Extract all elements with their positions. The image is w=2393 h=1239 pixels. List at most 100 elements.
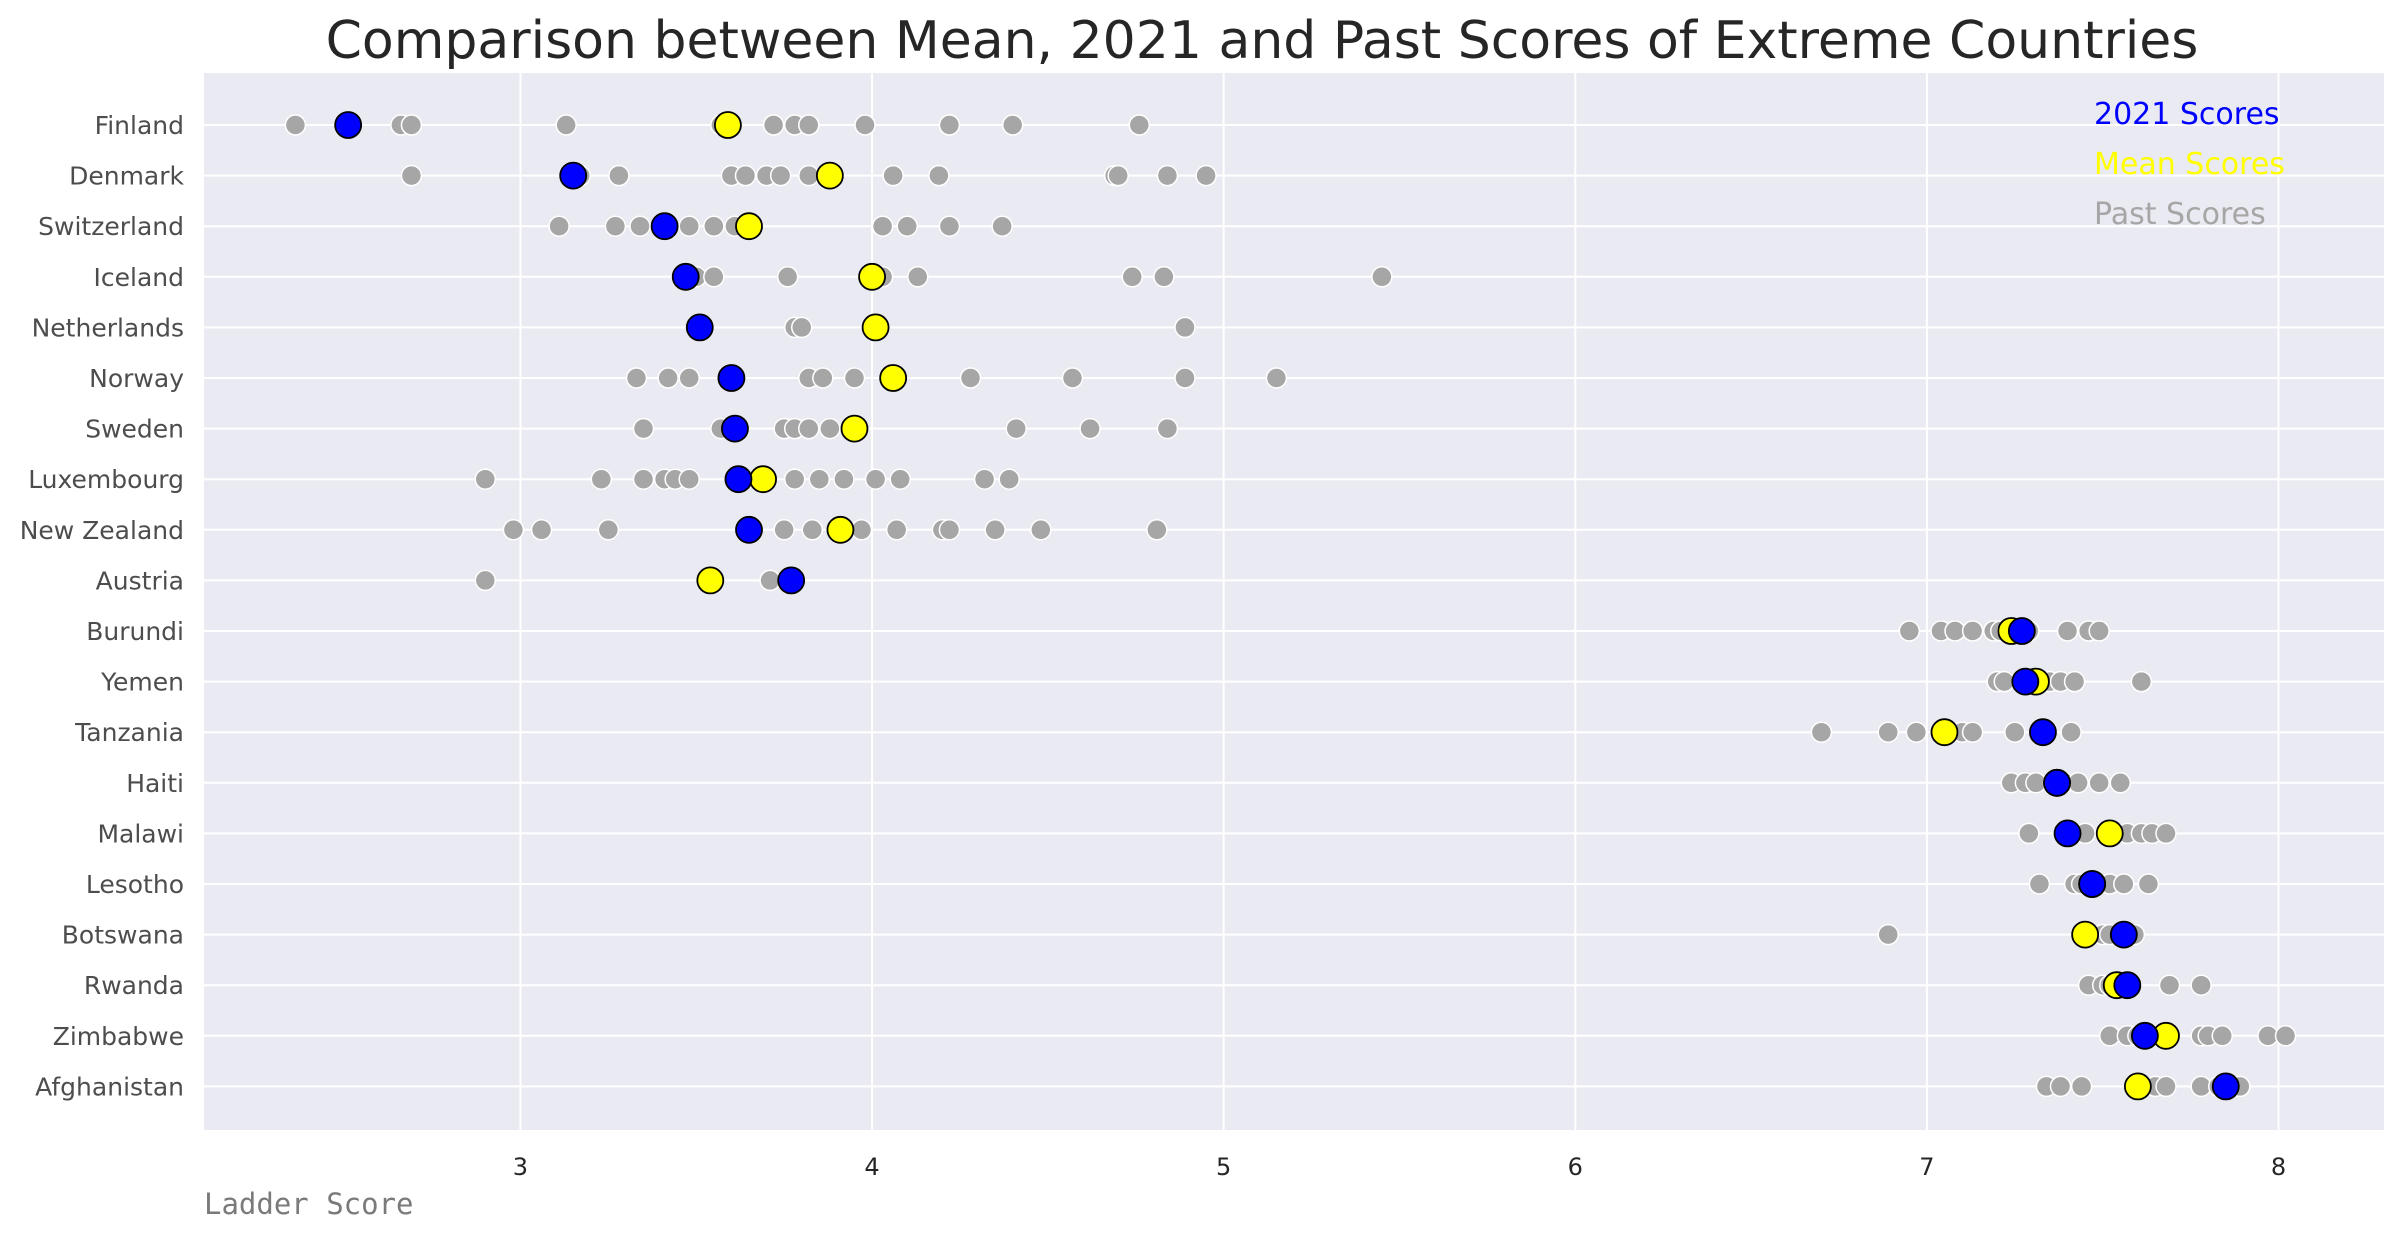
past-score-point bbox=[1961, 721, 1984, 743]
x-tick-label: 3 bbox=[513, 1153, 528, 1181]
2021-score-point bbox=[334, 111, 363, 139]
y-tick-label: Haiti bbox=[126, 769, 184, 798]
past-score-point bbox=[1156, 417, 1179, 440]
2021-score-point bbox=[735, 515, 763, 544]
past-score-point bbox=[1961, 620, 1984, 642]
past-score-point bbox=[657, 367, 679, 389]
past-score-point bbox=[2113, 873, 2135, 895]
past-score-point bbox=[790, 316, 813, 339]
past-score-point bbox=[2070, 1075, 2093, 1098]
past-score-point bbox=[938, 215, 961, 237]
y-tick-label: Switzerland bbox=[38, 212, 184, 241]
past-score-point bbox=[889, 468, 911, 490]
past-score-point bbox=[2158, 974, 2181, 996]
mean-score-point bbox=[815, 161, 844, 190]
past-score-point bbox=[548, 215, 570, 237]
past-score-point bbox=[2190, 974, 2212, 996]
x-tick-label: 6 bbox=[1568, 1153, 1583, 1181]
chart-title: Comparison between Mean, 2021 and Past S… bbox=[326, 11, 2199, 71]
2021-score-point bbox=[2109, 920, 2138, 949]
past-score-point bbox=[2088, 620, 2110, 642]
past-score-point bbox=[734, 164, 757, 187]
mean-score-point bbox=[2123, 1072, 2152, 1101]
past-score-point bbox=[1001, 114, 1024, 136]
past-score-point bbox=[703, 215, 725, 237]
past-score-point bbox=[759, 569, 781, 592]
past-score-point bbox=[896, 215, 918, 237]
past-score-point bbox=[1061, 367, 1084, 389]
past-score-point bbox=[1371, 266, 1393, 288]
2021-score-point bbox=[685, 313, 714, 342]
mean-score-point bbox=[826, 515, 855, 544]
past-score-point bbox=[1121, 266, 1144, 288]
past-score-point bbox=[625, 367, 648, 389]
past-score-point bbox=[2211, 1025, 2234, 1047]
past-score-point bbox=[1877, 923, 1899, 946]
mean-score-point bbox=[714, 111, 742, 139]
past-score-point bbox=[2028, 873, 2051, 895]
past-score-point bbox=[938, 114, 961, 136]
2021-score-point bbox=[2078, 870, 2107, 898]
2021-score-point bbox=[2011, 667, 2040, 696]
past-score-point bbox=[2088, 772, 2110, 794]
y-tick-labels: Finland Denmark Switzerland Iceland Netherla… bbox=[20, 111, 185, 1101]
y-tick-label: Tanzania bbox=[74, 718, 184, 747]
x-axis-label: Ladder Score bbox=[204, 1187, 414, 1221]
legend: 2021 Scores Mean Scores Past Scores bbox=[2094, 97, 2285, 232]
y-tick-label: Luxembourg bbox=[28, 465, 184, 494]
past-score-point bbox=[555, 114, 577, 136]
mean-score-point bbox=[861, 313, 890, 342]
y-tick-label: Austria bbox=[96, 566, 184, 595]
legend-entry: Mean Scores bbox=[2094, 147, 2285, 182]
y-tick-label: Rwanda bbox=[84, 971, 184, 1000]
2021-score-point bbox=[717, 364, 746, 392]
2021-score-points bbox=[334, 111, 2240, 1101]
past-score-point bbox=[2004, 721, 2026, 743]
mean-score-point bbox=[735, 212, 763, 241]
x-tick-label: 4 bbox=[864, 1153, 879, 1181]
2021-score-point bbox=[650, 212, 679, 241]
past-score-point bbox=[1810, 721, 1833, 743]
past-score-point bbox=[773, 519, 795, 541]
past-score-point bbox=[1156, 164, 1179, 187]
past-score-point bbox=[703, 266, 725, 288]
2021-score-point bbox=[2007, 617, 2036, 645]
y-tick-label: Zimbabwe bbox=[53, 1022, 184, 1051]
mean-score-point bbox=[2095, 819, 2124, 848]
2021-score-point bbox=[2131, 1021, 2159, 1050]
x-tick-label: 5 bbox=[1216, 1153, 1231, 1181]
past-score-point bbox=[808, 468, 831, 490]
past-score-point bbox=[400, 114, 423, 136]
2021-score-point bbox=[777, 566, 806, 595]
2021-score-point bbox=[724, 465, 753, 494]
mean-score-point bbox=[2071, 920, 2100, 949]
past-score-point bbox=[812, 367, 834, 389]
legend-entry: 2021 Scores bbox=[2094, 97, 2280, 132]
past-score-point bbox=[798, 164, 820, 187]
mean-score-point bbox=[879, 364, 908, 392]
past-score-point bbox=[843, 367, 866, 389]
past-score-point bbox=[1877, 721, 1899, 743]
past-score-point bbox=[1030, 519, 1052, 541]
past-score-point bbox=[2018, 822, 2040, 845]
2021-score-point bbox=[671, 262, 700, 291]
past-score-point bbox=[1146, 519, 1168, 541]
past-score-point bbox=[1195, 164, 1217, 187]
past-score-point bbox=[762, 114, 785, 136]
past-score-point bbox=[819, 417, 841, 440]
past-score-point bbox=[2274, 1025, 2297, 1047]
past-score-point bbox=[284, 114, 307, 136]
grid-lines bbox=[204, 73, 2384, 1130]
y-tick-label: Yemen bbox=[100, 668, 184, 697]
plot-area bbox=[204, 73, 2384, 1130]
past-score-point bbox=[1905, 721, 1928, 743]
y-tick-label: Netherlands bbox=[32, 313, 184, 342]
past-score-point bbox=[1107, 164, 1129, 187]
past-score-point bbox=[871, 215, 894, 237]
past-score-point bbox=[629, 215, 651, 237]
y-tick-label: Botswana bbox=[62, 921, 184, 950]
mean-score-point bbox=[1930, 718, 1959, 747]
y-tick-label: Denmark bbox=[69, 162, 184, 191]
past-score-point bbox=[1174, 367, 1196, 389]
past-score-point bbox=[2137, 873, 2160, 895]
